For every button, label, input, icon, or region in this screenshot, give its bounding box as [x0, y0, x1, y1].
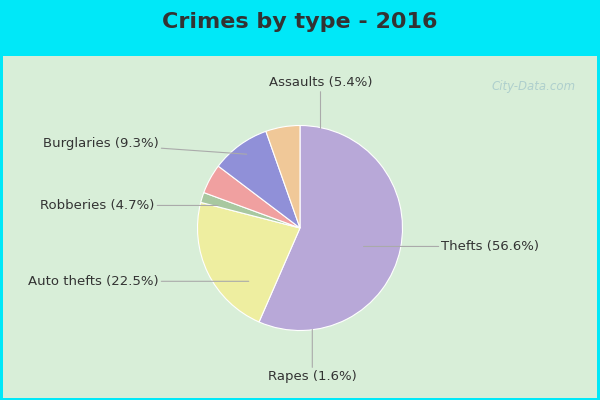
- Wedge shape: [259, 126, 403, 330]
- Text: Thefts (56.6%): Thefts (56.6%): [364, 240, 539, 253]
- Wedge shape: [266, 126, 300, 228]
- FancyBboxPatch shape: [3, 56, 597, 398]
- Text: Burglaries (9.3%): Burglaries (9.3%): [43, 138, 247, 154]
- Wedge shape: [204, 166, 300, 228]
- Wedge shape: [201, 192, 300, 228]
- Text: Auto thefts (22.5%): Auto thefts (22.5%): [28, 275, 249, 288]
- Text: City-Data.com: City-Data.com: [492, 80, 576, 93]
- Wedge shape: [197, 202, 300, 322]
- Text: Robberies (4.7%): Robberies (4.7%): [40, 199, 218, 212]
- Text: Rapes (1.6%): Rapes (1.6%): [268, 330, 356, 383]
- Text: Assaults (5.4%): Assaults (5.4%): [269, 76, 372, 128]
- Text: Crimes by type - 2016: Crimes by type - 2016: [162, 12, 438, 32]
- Wedge shape: [218, 131, 300, 228]
